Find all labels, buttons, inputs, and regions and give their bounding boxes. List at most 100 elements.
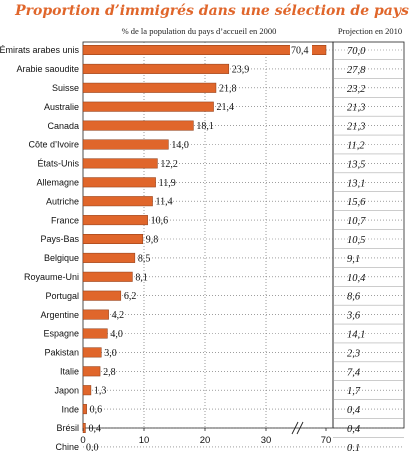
category-label: Autriche [46,196,79,206]
bar [82,120,194,131]
projection-label: 14,1 [347,330,365,341]
projection-label: 7,4 [347,367,361,378]
projection-label: 10,5 [347,235,365,246]
value-label: 11,9 [159,178,176,189]
projection-label: 1,7 [347,386,361,397]
value-label: 0,4 [88,424,101,435]
projection-label: 21,3 [347,122,365,133]
bar [82,63,230,74]
bars-group [82,45,327,433]
value-label: 9,8 [146,235,159,246]
bar [82,328,108,339]
value-label-backdrop [290,44,312,56]
category-label: États-Unis [37,159,79,169]
x-tick-label: 70 [321,435,332,446]
projection-label: 13,1 [347,178,365,189]
chart-title: Proportion d’immigrés dans une sélection… [14,3,409,19]
bar [82,82,217,93]
projection-label: 23,2 [347,84,366,95]
bar [82,215,148,226]
bar [82,290,122,301]
category-label: Émirats arabes unis [0,45,79,55]
category-label: Belgique [44,253,79,263]
x-tick-label: 10 [139,435,150,446]
value-label: 2,8 [103,367,116,378]
value-label: 0,0 [86,442,99,451]
projection-label: 15,6 [347,197,366,208]
value-label: 3,0 [104,348,117,359]
projection-label: 11,2 [347,141,365,152]
bar [82,385,92,396]
projection-label: 10,7 [347,216,366,227]
category-label: Brésil [56,423,79,433]
category-label: Canada [47,121,79,131]
category-label: Inde [61,404,79,414]
projection-label: 9,1 [347,254,360,265]
projection-label: 13,5 [347,159,365,170]
category-label: Japon [54,385,79,395]
projection-label: 27,8 [347,65,366,76]
bar [82,309,109,320]
value-label: 11,4 [156,197,173,208]
value-label: 4,2 [112,310,125,321]
value-label: 12,2 [160,159,178,170]
projection-label: 8,6 [347,292,361,303]
category-label: Pays-Bas [40,234,79,244]
value-label: 14,0 [171,140,189,151]
bar [82,139,169,150]
labels-group: Émirats arabes unis 70,4 70,0 Arabie saoudi… [0,44,366,451]
x-tick-label: 0 [80,435,85,446]
value-label: 21,8 [219,83,237,94]
value-label: 6,2 [124,291,137,302]
value-label: 10,6 [151,216,169,227]
category-label: Espagne [43,329,79,339]
value-label: 70,4 [291,46,309,57]
value-label: 18,1 [196,121,214,132]
projection-label: 0,1 [347,443,360,451]
category-label: Suisse [52,83,79,93]
projection-label: 0,4 [347,405,361,416]
axis-break-mark [296,421,304,435]
grid-group [82,41,405,448]
bar [82,347,102,358]
bar [82,404,87,415]
projection-label: 0,4 [347,424,361,435]
projection-label: 2,3 [347,348,360,359]
bar [82,45,327,55]
bar [82,271,133,282]
value-label: 4,0 [110,329,123,340]
bar [82,158,158,169]
bar [82,196,153,207]
projection-label: 10,4 [347,273,366,284]
axis-break-mark [291,421,299,435]
bar [82,101,214,112]
value-label: 1,3 [94,386,107,397]
bar [82,234,144,244]
category-label: Royaume-Uni [24,272,79,282]
bar [82,177,156,188]
category-label: Côte d’Ivoire [28,140,79,150]
projection-label: 21,3 [347,103,365,114]
x-axis: 0 10 20 30 70 [80,421,332,446]
category-label: Argentine [40,310,79,320]
value-label: 23,9 [232,64,250,75]
bar [82,366,101,377]
bar [82,252,136,263]
category-label: Arabie saoudite [16,64,79,74]
projection-column-header: Projection en 2010 [338,26,402,36]
projection-label: 70,0 [347,46,366,57]
category-label: Allemagne [36,178,79,188]
x-tick-label: 20 [200,435,211,446]
x-tick-label: 30 [261,435,272,446]
category-label: Portugal [45,291,79,301]
category-label: Chine [55,442,79,451]
value-label: 21,4 [217,102,235,113]
value-column-header: % de la population du pays d’accueil en … [122,26,277,36]
category-label: Australie [44,102,79,112]
projection-frame [332,41,405,429]
value-label: 8,1 [135,272,148,283]
category-label: Italie [60,367,79,377]
category-label: France [51,215,79,225]
